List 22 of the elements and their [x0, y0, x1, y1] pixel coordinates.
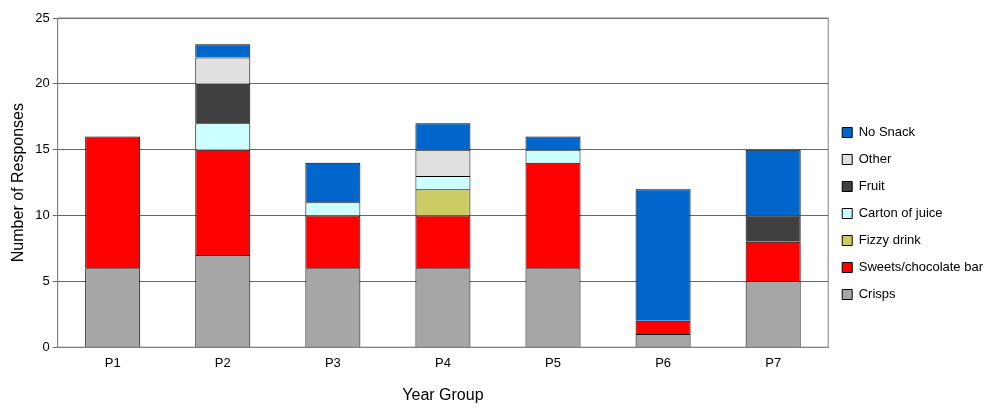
legend-label: Fizzy drink	[858, 232, 922, 248]
y-tick-label: 0	[42, 338, 50, 354]
y-tick-label: 15	[35, 141, 50, 157]
x-tick-label: P6	[655, 354, 672, 370]
legend-label: No Snack	[858, 124, 916, 140]
legend-label: Crisps	[858, 286, 897, 302]
x-tick-label: P4	[434, 354, 451, 370]
legend-label: Other	[858, 151, 892, 167]
legend-label: Carton of juice	[858, 205, 943, 221]
x-tick-label: P3	[324, 354, 341, 370]
y-tick-label: 25	[35, 9, 50, 25]
y-tick-label: 10	[35, 207, 50, 223]
legend-label: Sweets/chocolate bar	[858, 259, 984, 275]
x-tick-label: P5	[545, 354, 561, 370]
x-axis-title: Year Group	[402, 385, 484, 403]
x-tick-label: P1	[104, 354, 121, 370]
y-tick-label: 20	[35, 75, 50, 91]
legend-label: Fruit	[858, 178, 886, 194]
y-tick-label: 5	[42, 272, 50, 288]
x-tick-label: P7	[765, 354, 782, 370]
x-tick-label: P2	[214, 354, 231, 370]
y-axis-title: Number of Responses	[9, 103, 27, 263]
